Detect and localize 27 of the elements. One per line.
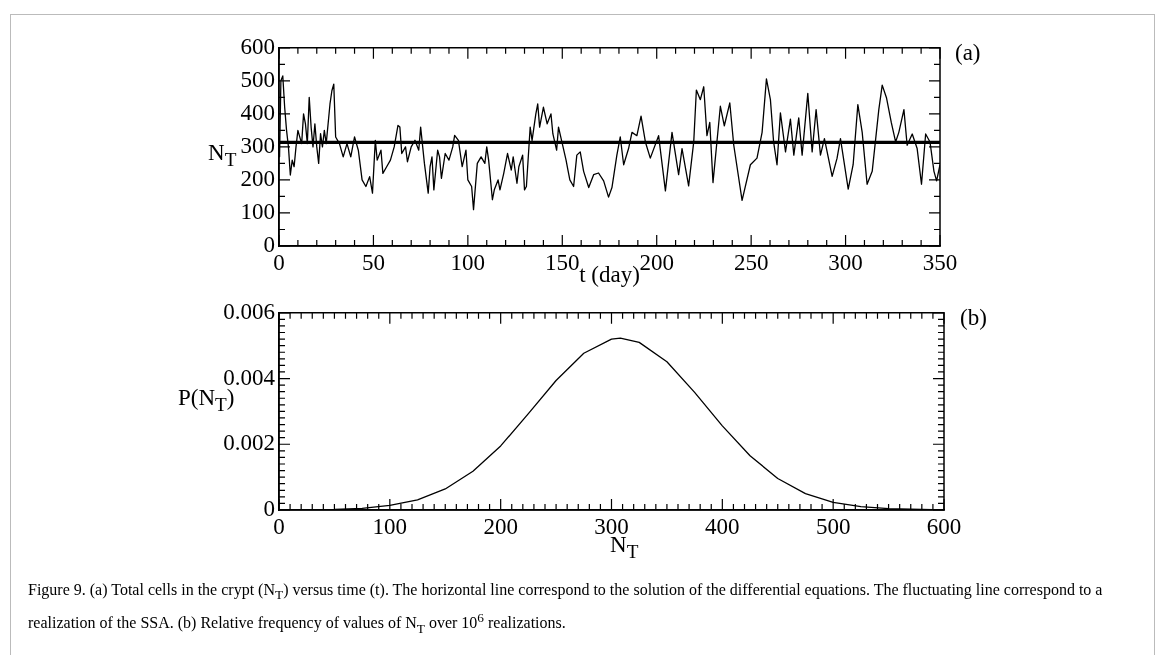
y-tick-label: 0: [263, 496, 275, 522]
x-axis-title: t (day): [579, 262, 640, 288]
x-tick-label: 50: [361, 249, 385, 275]
x-tick-label: 600: [926, 513, 962, 539]
x-tick-label: 400: [705, 513, 740, 539]
x-tick-label: 350: [922, 249, 958, 275]
y-axis-title: N$_{T}$: [208, 140, 237, 171]
text: (b): [960, 305, 987, 331]
text: (a): [955, 40, 981, 66]
y-tick-label: 0.006: [223, 298, 275, 324]
x-tick-label: 250: [733, 249, 769, 275]
x-tick-label: 100: [372, 513, 408, 539]
caption: Figure 9. (a) Total cells in the crypt (N$_{T}$) versus time (t). The horizontal line correspond to the solution of the differential equations. The fluctuating line correspond to a realization of the SSA. (b) Relative frequency of values of N$_{T}$ over 10$^{6}$ realizations.: [28, 580, 1104, 638]
x-tick-label: 200: [639, 249, 674, 275]
y-tick-label: 100: [240, 199, 275, 225]
y-tick-label: 0.002: [223, 430, 275, 456]
y-tick-label: 0: [263, 232, 275, 258]
x-tick-label: 200: [483, 513, 518, 539]
y-tick-label: 400: [240, 99, 275, 125]
x-tick-label: 500: [815, 513, 851, 539]
y-tick-label: 200: [240, 165, 275, 191]
x-tick-label: 150: [545, 249, 580, 275]
x-tick-label: 100: [450, 249, 486, 275]
y-tick-label: 300: [240, 132, 275, 158]
x-tick-label: 300: [828, 249, 863, 275]
y-tick-label: 500: [240, 66, 275, 92]
y-tick-label: 600: [240, 33, 275, 59]
